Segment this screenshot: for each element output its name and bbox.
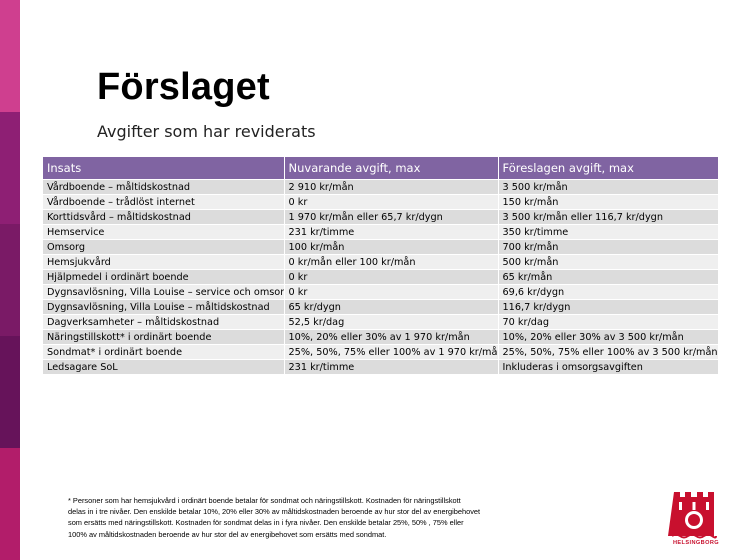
- cell-proposed-fee: 116,7 kr/dygn: [498, 299, 719, 315]
- table-row: Näringstillskott* i ordinärt boende 10%, …: [43, 329, 719, 345]
- cell-proposed-fee: 350 kr/timme: [498, 224, 719, 240]
- decorative-sidebar: [0, 0, 20, 560]
- fee-table: Insats Nuvarande avgift, max Föreslagen …: [43, 157, 719, 374]
- helsingborg-crest-icon: [668, 492, 717, 539]
- logo-wordmark: HELSINGBORG: [672, 540, 720, 546]
- cell-proposed-fee: 700 kr/mån: [498, 239, 719, 255]
- cell-current-fee: 52,5 kr/dag: [284, 314, 499, 330]
- cell-current-fee: 2 910 kr/mån: [284, 179, 499, 195]
- column-header-current-fee: Nuvarande avgift, max: [284, 157, 499, 180]
- table-row: Dygnsavlösning, Villa Louise – service o…: [43, 284, 719, 300]
- cell-proposed-fee: 69,6 kr/dygn: [498, 284, 719, 300]
- sidebar-band: [0, 0, 20, 112]
- cell-insats: Ledsagare SoL: [43, 359, 285, 374]
- sidebar-band: [0, 224, 20, 336]
- cell-current-fee: 0 kr: [284, 284, 499, 300]
- footnote-line: som ersätts med näringstillskott. Kostna…: [68, 518, 464, 528]
- slide-subtitle: Avgifter som har reviderats: [97, 122, 316, 141]
- cell-insats: Vårdboende – trådlöst internet: [43, 194, 285, 210]
- table-row: Hemservice 231 kr/timme 350 kr/timme: [43, 224, 719, 240]
- cell-insats: Hjälpmedel i ordinärt boende: [43, 269, 285, 285]
- cell-current-fee: 0 kr: [284, 269, 499, 285]
- cell-current-fee: 0 kr/mån eller 100 kr/mån: [284, 254, 499, 270]
- slide-title: Förslaget: [97, 66, 270, 108]
- cell-insats: Dagverksamheter – måltidskostnad: [43, 314, 285, 330]
- column-header-proposed-fee: Föreslagen avgift, max: [498, 157, 719, 180]
- table-row: Sondmat* i ordinärt boende 25%, 50%, 75% …: [43, 344, 719, 360]
- cell-current-fee: 0 kr: [284, 194, 499, 210]
- table-row: Ledsagare SoL 231 kr/timme Inkluderas i om…: [43, 359, 719, 374]
- cell-current-fee: 100 kr/mån: [284, 239, 499, 255]
- cell-proposed-fee: 25%, 50%, 75% eller 100% av 3 500 kr/mån: [498, 344, 719, 360]
- footnote-line: * Personer som har hemsjukvård i ordinär…: [68, 496, 461, 505]
- cell-insats: Hemsjukvård: [43, 254, 285, 270]
- cell-proposed-fee: Inkluderas i omsorgsavgiften: [498, 359, 719, 374]
- table-row: Omsorg 100 kr/mån 700 kr/mån: [43, 239, 719, 255]
- cell-proposed-fee: 10%, 20% eller 30% av 3 500 kr/mån: [498, 329, 719, 345]
- cell-insats: Sondmat* i ordinärt boende: [43, 344, 285, 360]
- cell-insats: Vårdboende – måltidskostnad: [43, 179, 285, 195]
- cell-proposed-fee: 70 kr/dag: [498, 314, 719, 330]
- sidebar-band: [0, 112, 20, 224]
- footnote-line: 100% av måltidskostnaden beroende av hur…: [68, 529, 387, 539]
- table-row: Dygnsavlösning, Villa Louise – måltidsko…: [43, 299, 719, 315]
- sidebar-band: [0, 448, 20, 560]
- cell-insats: Hemservice: [43, 224, 285, 240]
- cell-proposed-fee: 65 kr/mån: [498, 269, 719, 285]
- table-row: Dagverksamheter – måltidskostnad 52,5 kr/…: [43, 314, 719, 330]
- footnote: * Personer som har hemsjukvård i ordinär…: [68, 495, 568, 540]
- table-row: Korttidsvård – måltidskostnad 1 970 kr/må…: [43, 209, 719, 225]
- cell-proposed-fee: 150 kr/mån: [498, 194, 719, 210]
- cell-current-fee: 10%, 20% eller 30% av 1 970 kr/mån: [284, 329, 499, 345]
- table-row: Hjälpmedel i ordinärt boende 0 kr 65 kr/må…: [43, 269, 719, 285]
- column-header-insats: Insats: [43, 157, 285, 180]
- cell-insats: Näringstillskott* i ordinärt boende: [43, 329, 285, 345]
- cell-insats: Omsorg: [43, 239, 285, 255]
- footnote-line: delas in i tre nivåer. Den enskilde beta…: [68, 507, 481, 517]
- cell-current-fee: 231 kr/timme: [284, 359, 499, 374]
- cell-current-fee: 65 kr/dygn: [284, 299, 499, 315]
- cell-insats: Dygnsavlösning, Villa Louise – service o…: [43, 284, 285, 300]
- cell-proposed-fee: 3 500 kr/mån eller 116,7 kr/dygn: [498, 209, 719, 225]
- table-row: Vårdboende – trådlöst internet 0 kr 150 kr…: [43, 194, 719, 210]
- sidebar-band: [0, 336, 20, 448]
- table-row: Vårdboende – måltidskostnad 2 910 kr/mån 3…: [43, 179, 719, 195]
- cell-current-fee: 25%, 50%, 75% eller 100% av 1 970 kr/mån: [284, 344, 499, 360]
- cell-proposed-fee: 3 500 kr/mån: [498, 179, 719, 195]
- cell-current-fee: 231 kr/timme: [284, 224, 499, 240]
- table-header-row: Insats Nuvarande avgift, max Föreslagen …: [43, 157, 719, 180]
- cell-insats: Korttidsvård – måltidskostnad: [43, 209, 285, 225]
- cell-proposed-fee: 500 kr/mån: [498, 254, 719, 270]
- cell-current-fee: 1 970 kr/mån eller 65,7 kr/dygn: [284, 209, 499, 225]
- cell-insats: Dygnsavlösning, Villa Louise – måltidsko…: [43, 299, 285, 315]
- table-row: Hemsjukvård 0 kr/mån eller 100 kr/mån 500 …: [43, 254, 719, 270]
